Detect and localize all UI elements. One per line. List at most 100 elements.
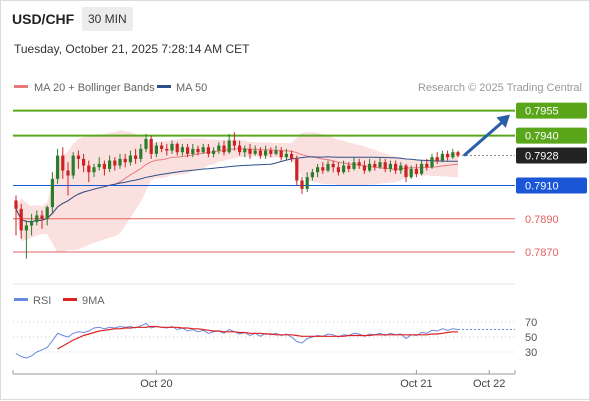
candle-body [368, 163, 372, 171]
candle [310, 168, 314, 181]
candle-body [212, 150, 216, 154]
candle-body [290, 153, 294, 159]
candle-body [144, 138, 148, 149]
main-legend: MA 20 + Bollinger Bands MA 50 Research ©… [14, 82, 582, 94]
x-tick-label: Oct 20 [140, 378, 172, 390]
candle-body [92, 167, 96, 173]
candle-body [82, 158, 86, 166]
candle [451, 148, 455, 159]
candle [92, 163, 96, 178]
candle-body [160, 145, 164, 149]
candle-body [217, 145, 221, 151]
candle [300, 177, 304, 194]
candle-body [87, 165, 91, 173]
candle [108, 155, 112, 173]
ma50-line [15, 156, 459, 223]
candle-body [180, 147, 184, 153]
candle [352, 157, 356, 171]
candle [357, 158, 361, 169]
rsi-panel: RSI 9MA 70 50 30 [13, 295, 537, 359]
candle [123, 153, 127, 168]
candle-body [186, 147, 190, 154]
candle-body [134, 155, 138, 159]
last-price-tag [516, 147, 587, 164]
candle [362, 160, 366, 174]
rsi-tick-30: 30 [525, 347, 537, 359]
levels [13, 109, 515, 253]
candle [295, 155, 299, 186]
resistance-label-1: 0.7955 [525, 106, 559, 118]
candle-body [154, 145, 158, 154]
candle [316, 163, 320, 178]
candle-body [404, 165, 408, 178]
candle [212, 147, 216, 158]
candle-body [222, 145, 226, 153]
candles [14, 132, 460, 259]
copyright: Research © 2025 Trading Central [418, 82, 582, 94]
candle-body [316, 167, 320, 173]
candle [269, 147, 273, 158]
candle-body [414, 168, 418, 174]
candle [149, 135, 153, 159]
candle-body [284, 153, 288, 158]
candle-body [269, 150, 273, 154]
candle-body [258, 150, 262, 156]
candle-body [446, 153, 450, 158]
rsi-legend-label: RSI [33, 295, 51, 307]
candle-body [24, 225, 28, 231]
candle-body [430, 157, 434, 168]
candle [82, 153, 86, 173]
candle-body [378, 162, 382, 168]
candle [222, 140, 226, 156]
candle-body [352, 162, 356, 169]
candle-body [97, 163, 101, 168]
candle [50, 172, 54, 214]
candle [248, 143, 252, 159]
candle-body [425, 163, 429, 168]
candle [404, 163, 408, 183]
candle [113, 157, 117, 171]
rsi-tick-70: 70 [525, 317, 537, 329]
timeframe-button[interactable]: 30 MIN [82, 7, 133, 31]
candle-body [45, 207, 49, 219]
candle [243, 145, 247, 158]
candle [196, 145, 200, 156]
candle [40, 210, 44, 229]
candle [326, 160, 330, 173]
x-axis: Oct 20 Oct 21 Oct 22 [12, 370, 516, 390]
candle [258, 147, 262, 159]
candle [87, 160, 91, 183]
rsi-ma-legend-swatch [63, 298, 77, 301]
candle-body [420, 163, 424, 174]
candle [186, 143, 190, 158]
candle-body [300, 180, 304, 189]
level-tags: 0.7955 0.7940 0.7910 0.7890 0.7870 0.7928 [516, 102, 587, 259]
rsi-ma-line [57, 325, 458, 350]
candle-body [206, 147, 210, 154]
candle [201, 143, 205, 154]
candle [399, 162, 403, 174]
candle-body [165, 148, 169, 151]
pivot-tag-3 [516, 177, 587, 194]
candle [446, 150, 450, 161]
projection-arrow-shaft [463, 119, 505, 157]
candle [238, 140, 242, 156]
candle-body [201, 147, 205, 153]
candle-body [139, 148, 143, 159]
candle [139, 143, 143, 163]
candle [435, 152, 439, 164]
candle-body [113, 160, 117, 166]
rsi-ma-legend-label: 9MA [82, 295, 105, 307]
candle [217, 142, 221, 154]
candle [331, 160, 335, 173]
candle-body [451, 152, 455, 158]
candle [232, 132, 236, 151]
candle-body [196, 148, 200, 153]
candle [305, 172, 309, 193]
candle [24, 220, 28, 259]
candle [128, 150, 132, 166]
candle-body [321, 167, 325, 171]
ma50-legend-swatch [157, 85, 171, 88]
candle-body [191, 148, 195, 154]
